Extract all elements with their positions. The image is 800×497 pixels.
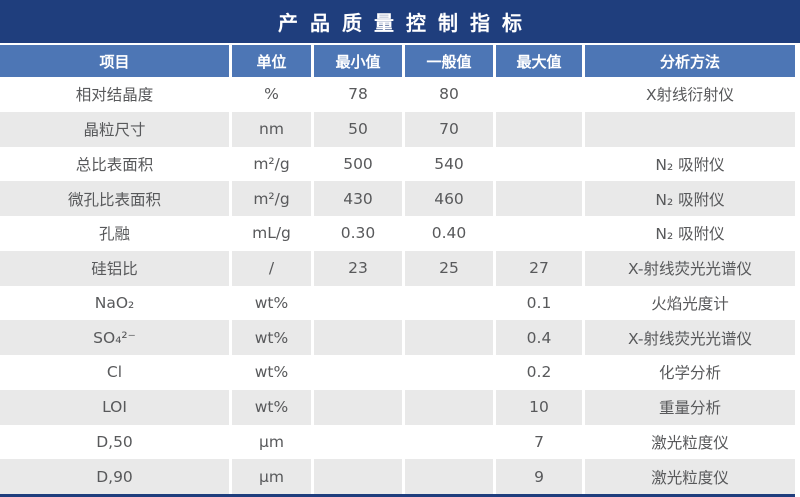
cell-method: 重量分析 [582, 389, 795, 425]
cell-unit: m²/g [229, 181, 311, 216]
table-row: SO₄²⁻ wt% 0.4 X-射线荧光光谱仪 [0, 320, 795, 355]
cell-item: 微孔比表面积 [0, 181, 229, 216]
cell-unit: wt% [229, 320, 311, 355]
cell-method [582, 111, 795, 147]
cell-unit: wt% [229, 389, 311, 425]
table-row: 微孔比表面积 m²/g 430 460 N₂ 吸附仪 [0, 181, 795, 216]
table-row: 晶粒尺寸 nm 50 70 [0, 111, 795, 147]
cell-unit: / [229, 250, 311, 286]
cell-method: N₂ 吸附仪 [582, 216, 795, 251]
cell-item: 相对结晶度 [0, 77, 229, 112]
cell-min [311, 320, 402, 355]
cell-unit: μm [229, 459, 311, 494]
cell-method: 激光粒度仪 [582, 459, 795, 494]
cell-min: 50 [311, 111, 402, 147]
cell-item: SO₄²⁻ [0, 320, 229, 355]
cell-typical [402, 424, 493, 460]
table-row: D,50 μm 7 激光粒度仪 [0, 424, 795, 460]
cell-method: X射线衍射仪 [582, 77, 795, 112]
cell-max: 0.2 [493, 355, 582, 390]
cell-max [493, 111, 582, 147]
table-row: Cl wt% 0.2 化学分析 [0, 355, 795, 390]
column-header: 最大值 [493, 45, 582, 77]
cell-typical: 460 [402, 181, 493, 216]
cell-typical: 80 [402, 77, 493, 112]
cell-typical [402, 355, 493, 390]
cell-typical [402, 459, 493, 494]
cell-item: 硅铝比 [0, 250, 229, 286]
column-header: 单位 [229, 45, 311, 77]
cell-max [493, 146, 582, 182]
cell-unit: μm [229, 424, 311, 460]
cell-max: 10 [493, 389, 582, 425]
cell-min [311, 355, 402, 390]
title-band: 产品质量控制指标 [0, 0, 800, 43]
cell-item: 晶粒尺寸 [0, 111, 229, 147]
cell-method: 火焰光度计 [582, 285, 795, 321]
cell-method: N₂ 吸附仪 [582, 181, 795, 216]
cell-max: 27 [493, 250, 582, 286]
header-row: 项目 单位 最小值 一般值 最大值 分析方法 [0, 45, 795, 77]
cell-method: X-射线荧光光谱仪 [582, 320, 795, 355]
page-title: 产品质量控制指标 [278, 11, 534, 35]
cell-max [493, 181, 582, 216]
title-divider [0, 43, 800, 45]
cell-typical: 70 [402, 111, 493, 147]
cell-typical: 540 [402, 146, 493, 182]
cell-min [311, 459, 402, 494]
cell-min [311, 285, 402, 321]
cell-method: 激光粒度仪 [582, 424, 795, 460]
cell-typical [402, 389, 493, 425]
cell-item: 总比表面积 [0, 146, 229, 182]
table-row: D,90 μm 9 激光粒度仪 [0, 459, 795, 494]
cell-unit: wt% [229, 285, 311, 321]
table-row: 总比表面积 m²/g 500 540 N₂ 吸附仪 [0, 146, 795, 182]
cell-item: D,50 [0, 424, 229, 460]
cell-max [493, 216, 582, 251]
cell-min [311, 389, 402, 425]
cell-item: 孔融 [0, 216, 229, 251]
cell-max: 0.4 [493, 320, 582, 355]
cell-min: 23 [311, 250, 402, 286]
cell-unit: % [229, 77, 311, 112]
cell-min: 0.30 [311, 216, 402, 251]
cell-max: 7 [493, 424, 582, 460]
table-row: LOI wt% 10 重量分析 [0, 389, 795, 425]
cell-unit: wt% [229, 355, 311, 390]
cell-min: 78 [311, 77, 402, 112]
cell-typical [402, 320, 493, 355]
table-row: 孔融 mL/g 0.30 0.40 N₂ 吸附仪 [0, 216, 795, 251]
cell-typical [402, 285, 493, 321]
cell-min [311, 424, 402, 460]
bottom-accent-bar [0, 494, 795, 497]
cell-item: NaO₂ [0, 285, 229, 321]
cell-min: 430 [311, 181, 402, 216]
cell-item: D,90 [0, 459, 229, 494]
column-header: 项目 [0, 45, 229, 77]
cell-typical: 25 [402, 250, 493, 286]
table-row: 相对结晶度% 78 80 X射线衍射仪 [0, 77, 795, 112]
cell-unit: nm [229, 111, 311, 147]
cell-typical: 0.40 [402, 216, 493, 251]
cell-item: Cl [0, 355, 229, 390]
cell-min: 500 [311, 146, 402, 182]
table-body: 相对结晶度% 78 80 X射线衍射仪 晶粒尺寸 nm 50 70 总比表面积 m²/g 500 54… [0, 77, 795, 494]
column-header: 最小值 [311, 45, 402, 77]
table-row: 硅铝比/23 25 27 X-射线荧光光谱仪 [0, 250, 795, 286]
cell-method: X-射线荧光光谱仪 [582, 250, 795, 286]
cell-item: LOI [0, 389, 229, 425]
column-header: 分析方法 [582, 45, 795, 77]
table-row: NaO₂ wt% 0.1 火焰光度计 [0, 285, 795, 321]
cell-method: 化学分析 [582, 355, 795, 390]
cell-max: 0.1 [493, 285, 582, 321]
quality-table: 项目 单位 最小值 一般值 最大值 分析方法 相对结晶度% 78 80 X射线衍射仪 晶粒尺寸 nm… [0, 45, 795, 494]
cell-unit: mL/g [229, 216, 311, 251]
cell-method: N₂ 吸附仪 [582, 146, 795, 182]
column-header: 一般值 [402, 45, 493, 77]
cell-max [493, 77, 582, 112]
cell-max: 9 [493, 459, 582, 494]
cell-unit: m²/g [229, 146, 311, 182]
